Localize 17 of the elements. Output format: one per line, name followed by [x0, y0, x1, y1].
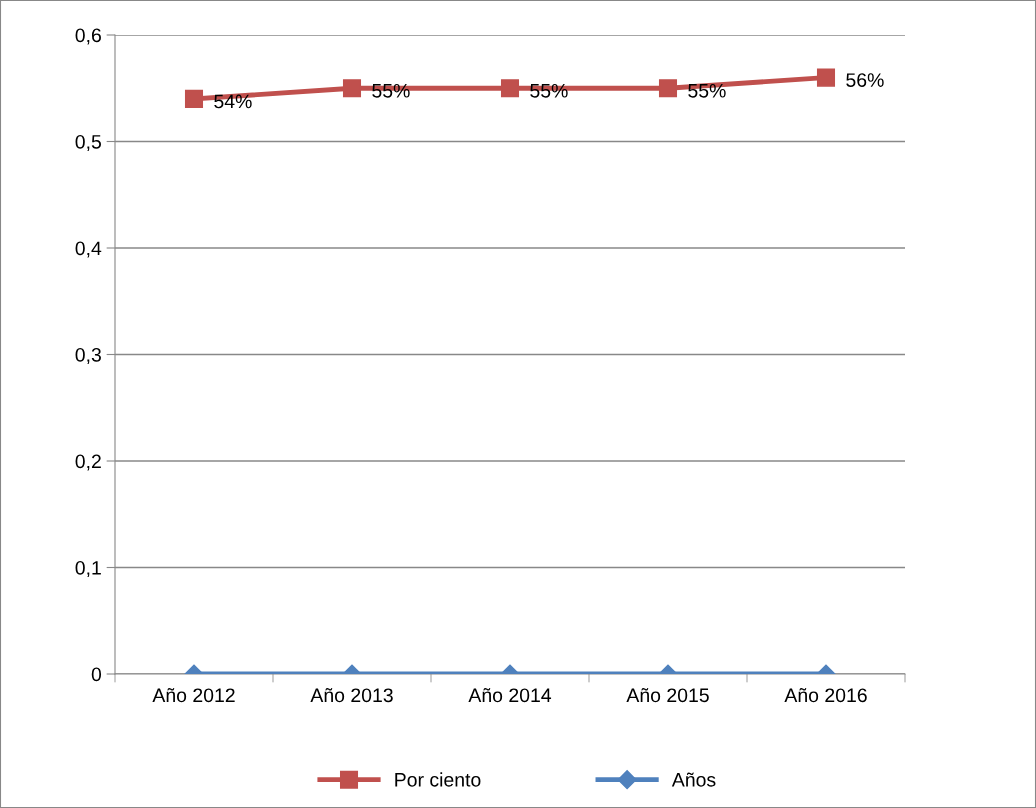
y-tick-label: 0,4	[75, 241, 102, 258]
y-tick-label: 0	[91, 667, 102, 682]
legend-label: Por ciento	[395, 772, 481, 787]
data-label: 54%	[214, 94, 252, 109]
x-tick-label: Año 2014	[468, 688, 552, 703]
y-tick-label: 0,6	[75, 28, 101, 45]
x-tick-label: Año 2016	[784, 688, 867, 703]
data-label: 55%	[688, 83, 726, 98]
y-tick-label: 0,5	[75, 134, 101, 152]
x-tick-label: Año 2015	[626, 688, 709, 703]
data-label: 56%	[846, 73, 884, 87]
y-tick-label: 0,3	[75, 347, 101, 365]
x-tick-label: Año 2013	[310, 688, 393, 703]
y-tick-label: 0,2	[75, 454, 101, 471]
legend-label: Años	[671, 772, 716, 787]
x-tick-label: Año 2012	[152, 688, 235, 703]
y-tick-label: 0,1	[75, 560, 101, 578]
